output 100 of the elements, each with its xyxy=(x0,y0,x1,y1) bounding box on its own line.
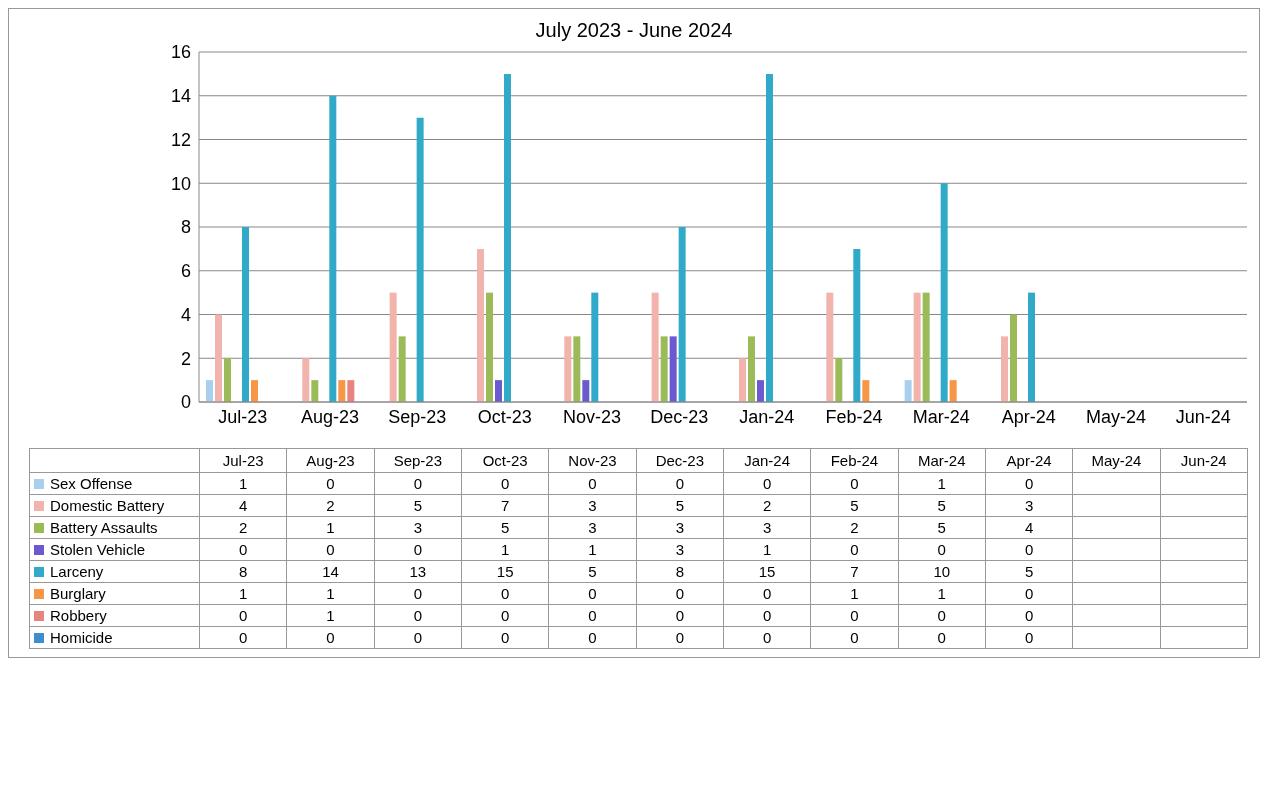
data-label: 15 xyxy=(461,560,549,583)
data-label: 0 xyxy=(723,604,811,627)
data-label: 7 xyxy=(810,560,899,583)
x-tick-label: Dec-23 xyxy=(650,406,709,427)
data-label: 4 xyxy=(199,494,287,517)
bar xyxy=(747,336,755,402)
category-label: Apr-24 xyxy=(1006,452,1052,469)
bar xyxy=(913,292,921,402)
data-label: 3 xyxy=(548,494,637,517)
bar xyxy=(503,73,511,402)
data-label: 0 xyxy=(985,582,1073,605)
data-label: 0 xyxy=(636,604,724,627)
category-label: Dec-23 xyxy=(655,452,704,469)
bar xyxy=(205,380,213,402)
bar xyxy=(389,292,397,402)
data-label: 1 xyxy=(898,582,986,605)
category-label: Sep-23 xyxy=(393,452,442,469)
data-label: 0 xyxy=(374,604,462,627)
data-label: 0 xyxy=(461,472,549,495)
category-label: Jan-24 xyxy=(744,452,791,469)
data-label: 1 xyxy=(461,538,549,561)
data-label: 3 xyxy=(374,516,462,539)
bar xyxy=(398,336,406,402)
bar xyxy=(940,183,948,402)
bar xyxy=(416,117,424,402)
bar xyxy=(1009,314,1017,402)
legend-label: Homicide xyxy=(29,626,200,649)
bar xyxy=(862,380,870,402)
y-tick-label: 12 xyxy=(170,129,191,150)
data-label: 5 xyxy=(636,494,724,517)
bar xyxy=(949,380,957,402)
x-tick-label: Nov-23 xyxy=(562,406,622,427)
x-tick-label: Jul-23 xyxy=(218,406,268,427)
category-label: Nov-23 xyxy=(568,452,617,469)
data-label: 0 xyxy=(723,626,811,649)
data-label: 3 xyxy=(985,494,1073,517)
data-label: 5 xyxy=(810,494,899,517)
x-tick-label: Apr-24 xyxy=(1001,406,1056,427)
legend-label: Stolen Vehicle xyxy=(29,538,200,561)
data-label: 0 xyxy=(636,582,724,605)
data-label: 0 xyxy=(286,472,375,495)
x-tick-label: Feb-24 xyxy=(825,406,883,427)
data-label: 2 xyxy=(286,494,375,517)
data-label: 1 xyxy=(548,538,637,561)
bar xyxy=(241,227,249,402)
y-tick-label: 0 xyxy=(180,392,191,413)
data-label: 1 xyxy=(286,516,375,539)
legend-label: Robbery xyxy=(29,604,200,627)
x-tick-label: Oct-23 xyxy=(477,406,532,427)
bar xyxy=(1027,292,1035,402)
bar xyxy=(669,336,677,402)
bar xyxy=(338,380,346,402)
category-label: Aug-23 xyxy=(306,452,355,469)
bar xyxy=(826,292,834,402)
bar xyxy=(485,292,493,402)
chart-title: July 2023 - June 2024 xyxy=(534,18,734,42)
category-label: Oct-23 xyxy=(482,452,528,469)
data-label: 0 xyxy=(286,538,375,561)
data-label: 5 xyxy=(374,494,462,517)
bar xyxy=(223,358,231,402)
data-label: 0 xyxy=(810,604,899,627)
data-label: 8 xyxy=(636,560,724,583)
bar xyxy=(347,380,355,402)
bar xyxy=(765,73,773,402)
data-label: 5 xyxy=(898,516,986,539)
data-label: 0 xyxy=(199,626,287,649)
data-label: 2 xyxy=(723,494,811,517)
data-label: 0 xyxy=(286,626,375,649)
data-label: 10 xyxy=(898,560,986,583)
x-tick-label: Jun-24 xyxy=(1175,406,1231,427)
data-label: 5 xyxy=(898,494,986,517)
bar xyxy=(904,380,912,402)
y-tick-label: 14 xyxy=(170,86,191,107)
data-label: 0 xyxy=(810,538,899,561)
data-label: 1 xyxy=(199,472,287,495)
data-label: 0 xyxy=(985,626,1073,649)
data-label: 1 xyxy=(898,472,986,495)
bar xyxy=(853,248,861,402)
data-label: 3 xyxy=(548,516,637,539)
data-label: 0 xyxy=(898,626,986,649)
bar xyxy=(651,292,659,402)
data-label: 0 xyxy=(985,472,1073,495)
y-tick-label: 10 xyxy=(170,173,191,194)
data-label: 0 xyxy=(199,604,287,627)
data-label: 7 xyxy=(461,494,549,517)
data-label: 0 xyxy=(810,626,899,649)
data-label: 0 xyxy=(374,626,462,649)
data-label: 0 xyxy=(636,472,724,495)
data-label: 0 xyxy=(723,472,811,495)
data-label: 2 xyxy=(199,516,287,539)
bar xyxy=(756,380,764,402)
bar xyxy=(250,380,258,402)
category-label: Jul-23 xyxy=(222,452,264,469)
x-tick-label: Jan-24 xyxy=(739,406,795,427)
y-tick-label: 6 xyxy=(180,261,191,282)
data-label: 3 xyxy=(636,538,724,561)
y-tick-label: 4 xyxy=(180,304,191,325)
data-label: 1 xyxy=(810,582,899,605)
data-label: 1 xyxy=(286,582,375,605)
category-label: Jun-24 xyxy=(1180,452,1227,469)
